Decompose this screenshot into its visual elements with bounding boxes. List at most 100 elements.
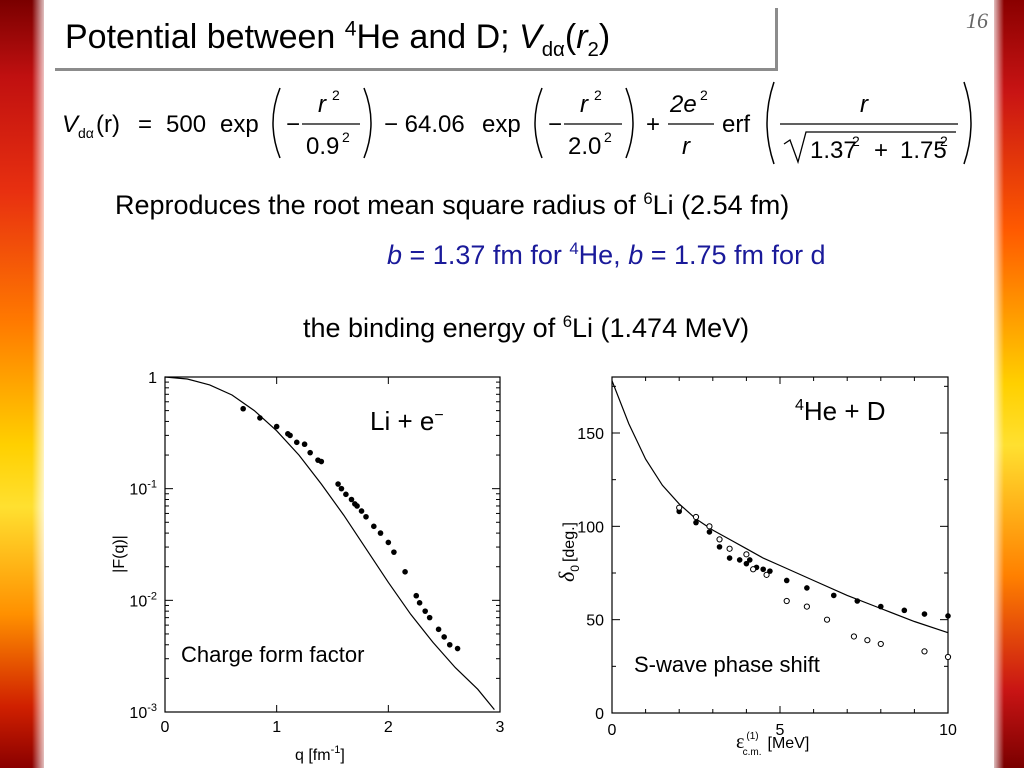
data-point-filled bbox=[830, 592, 837, 599]
data-point-open bbox=[743, 551, 750, 558]
data-point-filled bbox=[716, 544, 723, 550]
svg-text:−: − bbox=[286, 111, 300, 138]
svg-text:erf: erf bbox=[722, 111, 750, 138]
data-point bbox=[371, 523, 377, 530]
data-point bbox=[354, 503, 360, 509]
y-tick-label: 100 bbox=[577, 519, 604, 536]
data-point bbox=[454, 645, 461, 652]
svg-text:=: = bbox=[138, 111, 152, 138]
svg-text:0.9: 0.9 bbox=[306, 133, 339, 160]
y-tick-label: 10-1 bbox=[129, 479, 157, 499]
svg-text:2: 2 bbox=[342, 129, 350, 145]
page-number: 16 bbox=[966, 8, 988, 33]
data-point bbox=[422, 608, 428, 614]
svg-text:− 64.06: − 64.06 bbox=[384, 111, 465, 138]
y-axis-label: |F(q)| bbox=[111, 535, 128, 573]
x-axis-label: q [fm-1] bbox=[295, 744, 345, 764]
y-tick-label: 0 bbox=[595, 706, 604, 723]
x-tick-label: 0 bbox=[608, 722, 617, 739]
svg-text:2: 2 bbox=[700, 87, 708, 103]
data-point-filled bbox=[693, 519, 699, 526]
data-point bbox=[391, 549, 397, 555]
data-point bbox=[348, 496, 355, 503]
x-tick-label: 0 bbox=[161, 719, 170, 736]
data-point bbox=[318, 458, 325, 465]
data-point bbox=[363, 513, 369, 520]
data-point-open bbox=[726, 545, 733, 552]
svg-text:+: + bbox=[646, 111, 660, 138]
y-tick-label: 50 bbox=[586, 613, 604, 630]
svg-text:1.75: 1.75 bbox=[900, 137, 947, 164]
chart-annotation: S-wave phase shift bbox=[634, 652, 820, 677]
data-point-open bbox=[944, 653, 952, 661]
data-point-filled bbox=[736, 557, 743, 563]
data-point bbox=[307, 449, 313, 456]
data-point-filled bbox=[783, 577, 790, 584]
b-parameter-line: b = 1.37 fm for 4He, b = 1.75 fm for d bbox=[387, 239, 826, 270]
y-tick-label: 150 bbox=[577, 426, 604, 443]
data-point bbox=[446, 641, 453, 648]
binding-energy-line: the binding energy of 6Li (1.474 MeV) bbox=[303, 312, 750, 343]
data-point-filled bbox=[945, 613, 951, 619]
data-point-open bbox=[877, 640, 884, 648]
corner-label: Li + e− bbox=[370, 406, 444, 436]
y-tick-label: 10-2 bbox=[129, 590, 157, 610]
data-point bbox=[287, 432, 293, 439]
data-point bbox=[273, 423, 280, 430]
svg-text:2e: 2e bbox=[669, 91, 697, 118]
data-point-filled bbox=[746, 557, 753, 563]
right-decorative-border bbox=[994, 0, 1024, 768]
data-point bbox=[240, 405, 246, 412]
plot-frame bbox=[164, 376, 501, 713]
y-axis-label: δ0[deg.] bbox=[554, 522, 582, 582]
svg-text:exp: exp bbox=[482, 111, 521, 138]
data-point-filled bbox=[804, 585, 810, 591]
svg-text:2.0: 2.0 bbox=[568, 133, 601, 160]
svg-text:r: r bbox=[580, 91, 589, 118]
svg-text:r: r bbox=[860, 91, 869, 118]
data-point bbox=[358, 508, 365, 514]
data-point bbox=[293, 439, 300, 446]
svg-text:2: 2 bbox=[940, 133, 948, 149]
svg-text:2: 2 bbox=[594, 87, 602, 103]
charge-form-factor-chart: 0 1 2 3 1 10-1 10-2 10-3 Li + e− Charge form fa… bbox=[111, 370, 505, 764]
svg-text:dα: dα bbox=[78, 125, 94, 141]
data-point-filled bbox=[878, 603, 884, 610]
data-point bbox=[301, 441, 308, 448]
data-point-filled bbox=[743, 560, 750, 567]
data-point bbox=[385, 539, 392, 546]
chart-annotation: Charge form factor bbox=[181, 642, 364, 667]
data-point bbox=[426, 614, 433, 621]
data-point-open bbox=[706, 523, 713, 530]
svg-text:2: 2 bbox=[852, 133, 860, 149]
data-point-filled bbox=[854, 598, 861, 604]
data-point-open bbox=[864, 637, 871, 644]
theory-curve bbox=[164, 376, 495, 710]
svg-text:exp: exp bbox=[220, 111, 259, 138]
data-point bbox=[257, 415, 263, 421]
data-point bbox=[377, 530, 384, 536]
svg-text:r: r bbox=[318, 91, 327, 118]
y-tick-label: 1 bbox=[148, 370, 157, 387]
data-point-open bbox=[716, 536, 723, 543]
data-point-open bbox=[783, 597, 790, 605]
title-box: Potential between 4He and D; Vdα(r2) bbox=[55, 8, 778, 71]
y-tick-label: 10-3 bbox=[129, 702, 157, 722]
data-point-open bbox=[921, 648, 928, 655]
data-point-open bbox=[823, 616, 831, 623]
left-decorative-border bbox=[0, 0, 44, 768]
data-point-open bbox=[803, 603, 810, 610]
rms-radius-line: Reproduces the root mean square radius o… bbox=[115, 189, 790, 220]
svg-text:1.37: 1.37 bbox=[810, 137, 857, 164]
x-tick-label: 3 bbox=[496, 719, 505, 736]
svg-text:500: 500 bbox=[166, 111, 206, 138]
svg-text:r: r bbox=[682, 133, 691, 160]
svg-text:2: 2 bbox=[604, 129, 612, 145]
x-tick-label: 5 bbox=[776, 722, 785, 739]
svg-text:V: V bbox=[62, 111, 80, 138]
x-tick-label: 10 bbox=[939, 722, 957, 739]
corner-label: 4He + D bbox=[795, 396, 886, 426]
data-point bbox=[343, 491, 349, 498]
potential-formula: V dα (r) = 500 exp − r 2 0.9 2 − 64.06 e… bbox=[62, 81, 972, 165]
